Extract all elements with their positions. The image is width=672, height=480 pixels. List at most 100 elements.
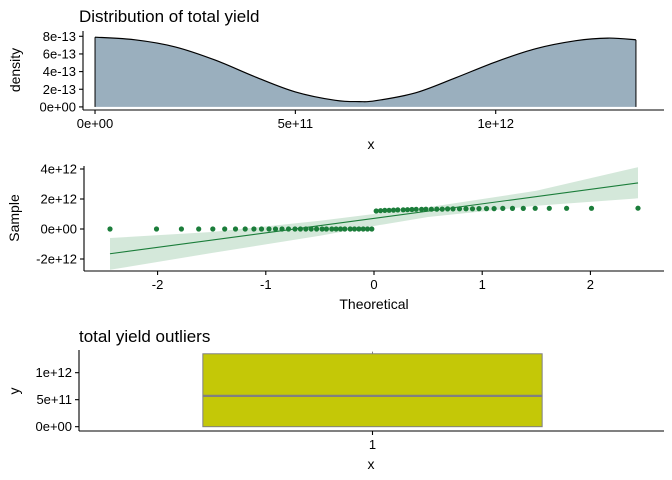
qq-point bbox=[319, 226, 325, 232]
qq-point bbox=[386, 207, 392, 213]
qq-point bbox=[242, 226, 248, 232]
box-y-tick-label: 1e+12 bbox=[35, 365, 72, 380]
boxplot-y-axis-title: y bbox=[6, 388, 22, 395]
qq-point bbox=[314, 226, 320, 232]
qq-point bbox=[279, 226, 285, 232]
qq-y-tick-label: 2e+12 bbox=[40, 192, 77, 207]
boxplot-ticks: 1 0e+00 5e+11 1e+12 bbox=[35, 365, 376, 452]
qq-y-tick-label: 4e+12 bbox=[40, 162, 77, 177]
qq-point bbox=[564, 205, 570, 211]
qq-point bbox=[483, 206, 490, 212]
density-curve bbox=[94, 36, 637, 103]
qq-point bbox=[588, 205, 595, 211]
qq-point bbox=[210, 226, 216, 232]
qq-point bbox=[360, 226, 366, 232]
qq-point bbox=[196, 226, 202, 232]
density-plot-area bbox=[94, 36, 637, 107]
qq-y-tick-label: 0e+00 bbox=[40, 222, 77, 237]
density-x-tick-label: 5e+11 bbox=[278, 116, 314, 131]
qq-point bbox=[222, 226, 228, 232]
qq-x-tick-label: -2 bbox=[152, 277, 164, 292]
qq-point bbox=[347, 226, 353, 232]
boxplot-x-axis-title: x bbox=[368, 456, 375, 472]
density-x-tick-label: 1e+12 bbox=[477, 116, 514, 131]
density-y-tick-label: 4e-13 bbox=[43, 64, 76, 79]
density-chart-title: Distribution of total yield bbox=[79, 7, 259, 26]
qq-point bbox=[333, 226, 339, 232]
qq-plot-area bbox=[107, 167, 641, 270]
qq-x-tick-label: 2 bbox=[587, 277, 594, 292]
qq-point bbox=[364, 226, 371, 232]
qq-point bbox=[377, 208, 384, 214]
qq-point bbox=[428, 206, 434, 212]
qq-point bbox=[356, 226, 362, 232]
boxplot-chart-title: total yield outliers bbox=[79, 327, 210, 346]
qq-point bbox=[266, 226, 272, 232]
qq-ticks: -2 -1 0 1 2 -2e+12 0e+00 2e+12 4e+12 bbox=[36, 162, 594, 293]
qq-point bbox=[532, 205, 538, 211]
density-x-axis-title: x bbox=[368, 136, 375, 152]
qq-point bbox=[404, 207, 411, 213]
qq-point bbox=[329, 226, 335, 232]
qq-reference-line bbox=[109, 182, 639, 255]
qq-point bbox=[292, 226, 298, 232]
qq-panel: -2 -1 0 1 2 -2e+12 0e+00 2e+12 4e+12 Theoretical… bbox=[6, 162, 664, 312]
qq-point bbox=[546, 205, 552, 211]
qq-point bbox=[251, 226, 257, 232]
qq-point bbox=[395, 207, 401, 213]
qq-point bbox=[303, 226, 309, 232]
qq-point bbox=[400, 207, 406, 213]
density-y-tick-label: 8e-13 bbox=[43, 29, 76, 44]
density-panel: Distribution of total yield 0e+00 5e+11 1e… bbox=[7, 7, 664, 152]
qq-point bbox=[107, 226, 113, 232]
qq-point bbox=[351, 226, 358, 232]
density-y-axis-title: density bbox=[7, 48, 23, 92]
box-y-tick-label: 0e+00 bbox=[35, 419, 72, 434]
qq-point bbox=[390, 207, 397, 213]
qq-y-axis-title: Sample bbox=[6, 194, 22, 242]
qq-point bbox=[342, 226, 348, 232]
density-area bbox=[95, 37, 636, 107]
density-y-tick-label: 0e+00 bbox=[39, 99, 76, 114]
qq-y-tick-label: -2e+12 bbox=[36, 252, 77, 267]
qq-point bbox=[153, 226, 160, 232]
qq-x-tick-label: -1 bbox=[260, 277, 272, 292]
box-body bbox=[202, 353, 543, 428]
density-x-tick-label: 0e+00 bbox=[77, 116, 114, 131]
density-y-tick-label: 6e-13 bbox=[43, 46, 76, 61]
qq-point bbox=[285, 226, 292, 232]
qq-x-axis-title: Theoretical bbox=[339, 296, 408, 312]
qq-point bbox=[258, 226, 265, 232]
qq-point bbox=[423, 206, 429, 212]
density-y-tick-label: 2e-13 bbox=[43, 82, 76, 97]
qq-point bbox=[178, 226, 184, 232]
qq-point bbox=[272, 226, 279, 232]
boxplot-plot-area bbox=[202, 351, 543, 428]
qq-x-tick-label: 1 bbox=[479, 277, 486, 292]
qq-point bbox=[337, 226, 344, 232]
qq-point bbox=[509, 205, 516, 211]
qq-point bbox=[232, 226, 239, 232]
qq-point bbox=[382, 207, 388, 213]
box-x-tick-label: 1 bbox=[369, 437, 376, 452]
density-ticks: 0e+00 5e+11 1e+12 0e+00 2e-13 4e-13 6e-13 8e-13 bbox=[39, 29, 513, 131]
qq-point bbox=[297, 226, 303, 232]
qq-point bbox=[635, 205, 641, 211]
qq-point bbox=[439, 206, 445, 212]
qq-point bbox=[413, 206, 419, 212]
qq-point bbox=[409, 206, 415, 213]
qq-point bbox=[456, 206, 463, 212]
qq-point bbox=[434, 206, 440, 212]
qq-point bbox=[500, 205, 506, 211]
qq-point bbox=[469, 206, 476, 212]
qq-point bbox=[450, 206, 456, 212]
qq-point bbox=[373, 208, 379, 214]
qq-point bbox=[463, 206, 469, 212]
qq-point bbox=[476, 206, 482, 212]
qq-point bbox=[419, 206, 425, 212]
qq-point bbox=[369, 226, 375, 232]
qq-point bbox=[491, 206, 497, 212]
qq-point bbox=[520, 205, 526, 211]
